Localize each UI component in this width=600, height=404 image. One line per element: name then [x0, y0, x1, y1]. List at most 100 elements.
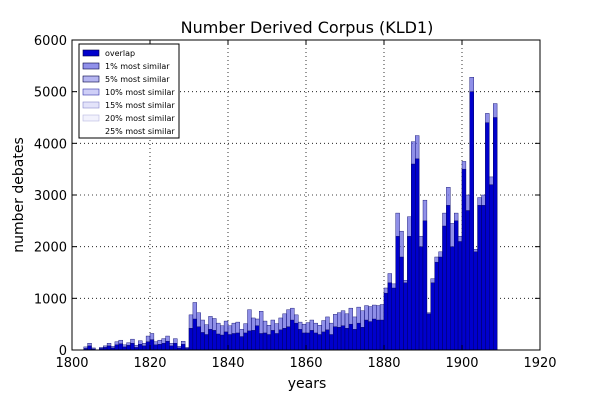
- bar-overlap: [481, 205, 486, 351]
- legend-label: 5% most similar: [105, 75, 170, 84]
- legend-label: 1% most similar: [105, 62, 170, 71]
- bar-overlap: [391, 287, 396, 351]
- bar-overlap: [348, 323, 353, 351]
- y-axis-label: number debates: [11, 137, 27, 252]
- bar-overlap: [438, 256, 443, 351]
- bar-overlap: [356, 322, 361, 351]
- x-tick-label: 1880: [367, 356, 400, 371]
- legend-label: overlap: [105, 49, 135, 58]
- y-tick-label: 1000: [34, 292, 67, 307]
- bar-overlap: [457, 241, 463, 351]
- legend-label: 10% most similar: [105, 88, 175, 97]
- bar-overlap: [340, 325, 346, 351]
- bar-overlap: [138, 344, 143, 351]
- legend-swatch: [82, 62, 100, 70]
- bar-overlap: [165, 341, 170, 351]
- x-axis-label: years: [288, 376, 327, 392]
- bar-overlap: [450, 246, 455, 351]
- bar-overlap: [247, 330, 252, 351]
- legend-swatch: [82, 49, 100, 57]
- bar-overlap: [305, 332, 311, 351]
- bar-overlap: [149, 339, 155, 351]
- legend-label: 25% most similar: [105, 127, 175, 136]
- legend-label: 15% most similar: [105, 101, 175, 110]
- bar-overlap: [376, 319, 381, 351]
- bar-overlap: [169, 345, 174, 351]
- legend-swatch: [82, 114, 100, 122]
- bar-overlap: [243, 332, 248, 351]
- y-tick-label: 0: [59, 344, 67, 359]
- bar-overlap: [141, 345, 147, 351]
- bar-overlap: [219, 334, 225, 351]
- chart-title: Number Derived Corpus (KLD1): [181, 18, 434, 37]
- bar-overlap: [212, 330, 217, 351]
- legend-swatch: [82, 75, 100, 83]
- bar-overlap: [337, 327, 342, 351]
- bar-overlap: [286, 326, 291, 351]
- legend-swatch: [82, 127, 100, 135]
- bar-overlap: [387, 282, 392, 351]
- bar-overlap: [309, 330, 314, 351]
- bar-overlap: [118, 343, 123, 351]
- bar-overlap: [407, 236, 412, 351]
- bar-overlap: [251, 330, 256, 351]
- bar-overlap: [266, 334, 272, 351]
- bar-overlap: [235, 332, 240, 351]
- bar-overlap: [153, 344, 158, 351]
- legend: overlap 1% most similar 5% most similar 10%…: [78, 43, 180, 139]
- bar-overlap: [360, 327, 365, 351]
- bar-overlap: [278, 329, 283, 351]
- bar-overlap: [344, 328, 350, 351]
- bar-overlap: [411, 163, 416, 351]
- bar-overlap: [426, 313, 431, 351]
- bar-overlap: [282, 328, 287, 351]
- bar-overlap: [130, 343, 135, 351]
- bar-overlap: [430, 282, 435, 351]
- y-tick-label: 2000: [34, 241, 67, 256]
- y-tick-label: 3000: [34, 189, 67, 204]
- x-tick-label: 1860: [289, 356, 322, 371]
- bar-overlap: [493, 117, 498, 351]
- bar-overlap: [180, 344, 186, 351]
- bar-overlap: [364, 319, 369, 351]
- bar-overlap: [145, 341, 151, 351]
- bar-overlap: [368, 321, 373, 351]
- bar-overlap: [461, 168, 467, 351]
- bar-overlap: [333, 326, 338, 351]
- bar-overlap: [262, 332, 268, 351]
- x-tick-label: 1800: [55, 356, 88, 371]
- bar-overlap: [216, 333, 221, 351]
- bar-overlap: [294, 322, 299, 351]
- bar-overlap: [434, 261, 439, 351]
- bar-overlap: [379, 319, 385, 351]
- bar-overlap: [403, 282, 408, 351]
- bar-overlap: [415, 158, 420, 351]
- bar-overlap: [383, 292, 389, 351]
- bar-overlap: [372, 318, 377, 351]
- bar-overlap: [157, 344, 162, 351]
- bar-overlap: [442, 225, 447, 351]
- bar-overlap: [255, 325, 260, 351]
- bar-overlap: [173, 343, 178, 351]
- bar-overlap: [126, 345, 131, 351]
- bar-overlap: [485, 122, 490, 351]
- bar-overlap: [223, 331, 229, 351]
- bar-overlap: [87, 345, 92, 351]
- bar-overlap: [446, 205, 451, 351]
- bar-overlap: [270, 330, 275, 351]
- bar-overlap: [301, 332, 307, 351]
- bar-overlap: [317, 334, 322, 351]
- bar-overlap: [325, 329, 330, 351]
- bar-overlap: [188, 328, 194, 351]
- bar-overlap: [298, 329, 303, 351]
- bar-overlap: [114, 344, 120, 351]
- legend-box: [78, 43, 180, 139]
- bar-overlap: [321, 331, 326, 351]
- bar-overlap: [352, 329, 357, 351]
- bar-overlap: [227, 334, 233, 351]
- legend-swatch: [82, 88, 100, 96]
- y-tick-label: 6000: [34, 34, 67, 49]
- x-tick-label: 1820: [133, 356, 166, 371]
